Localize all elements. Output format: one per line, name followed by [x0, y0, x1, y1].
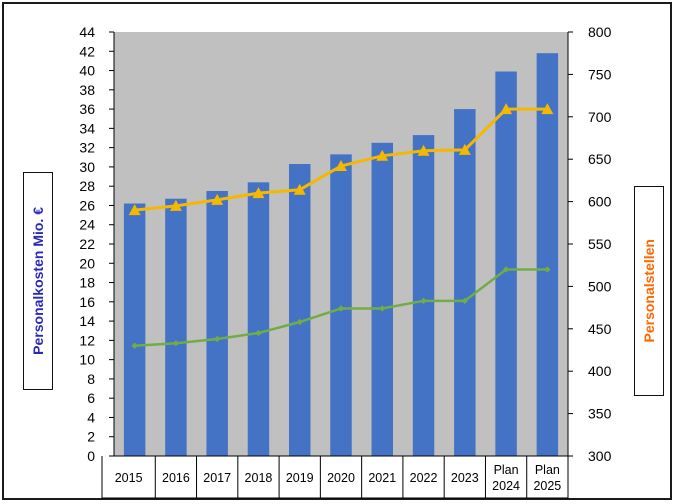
left-tick-label: 40	[79, 63, 95, 79]
category-label: 2015	[115, 471, 143, 485]
right-tick-label: 450	[588, 321, 612, 337]
category-label: Plan	[535, 463, 560, 477]
left-tick-label: 44	[79, 24, 95, 40]
right-tick-label: 500	[588, 278, 612, 294]
left-tick-label: 12	[79, 332, 95, 348]
right-tick-label: 600	[588, 194, 612, 210]
right-tick-label: 750	[588, 66, 612, 82]
triangle-marker-8	[458, 143, 471, 155]
triangle-marker-5	[335, 159, 347, 171]
right-tick-label: 300	[588, 448, 612, 464]
diamond-marker-5	[337, 305, 345, 312]
diamond-marker-2	[213, 335, 221, 343]
category-label: 2025	[533, 479, 561, 493]
bar-3	[247, 182, 270, 456]
right-tick-label: 350	[588, 406, 612, 422]
bar-10	[536, 53, 559, 456]
triangle-marker-4	[293, 183, 306, 195]
left-tick-label: 32	[79, 140, 95, 156]
category-label: 2022	[410, 471, 438, 485]
diamond-marker-10	[544, 266, 551, 273]
left-tick-label: 38	[79, 82, 95, 98]
left-tick-label: 18	[79, 275, 95, 291]
left-tick-label: 28	[79, 178, 95, 194]
right-tick-label: 800	[588, 24, 612, 40]
left-tick-label: 14	[79, 313, 95, 329]
diamond-marker-3	[255, 329, 262, 337]
category-label: 2021	[368, 471, 396, 485]
triangle-marker-0	[128, 204, 141, 216]
bar-9	[495, 71, 517, 456]
category-label: 2017	[203, 471, 231, 485]
diamond-marker-6	[379, 305, 386, 312]
left-tick-label: 10	[79, 352, 95, 368]
triangle-marker-1	[169, 199, 182, 211]
left-axis-title-box: Personalkosten Mio. €	[23, 172, 53, 390]
bar-7	[412, 135, 435, 457]
triangle-marker-10	[541, 103, 554, 115]
left-axis-title: Personalkosten Mio. €	[30, 207, 46, 355]
category-label: 2019	[286, 471, 314, 485]
left-tick-label: 16	[79, 294, 95, 310]
category-label: Plan	[494, 463, 519, 477]
left-tick-label: 4	[87, 409, 95, 425]
category-label: 2023	[451, 471, 479, 485]
right-axis-title: Personalstellen	[641, 239, 657, 343]
bar-8	[454, 109, 476, 456]
left-tick-label: 22	[79, 236, 95, 252]
left-tick-label: 24	[79, 217, 95, 233]
chart-frame: 0 2 4 6 8 10 12 14 16 18 20 22 24 26 28 30 32 34 36 38 40 42 4…	[2, 2, 672, 500]
right-tick-label: 650	[588, 151, 612, 167]
left-tick-label: 42	[79, 43, 95, 59]
right-axis-title-box: Personalstellen	[634, 186, 664, 396]
right-tick-label: 550	[588, 236, 612, 252]
triangle-marker-7	[417, 144, 430, 156]
triangle-marker-6	[376, 149, 389, 161]
diamond-marker-7	[420, 297, 427, 305]
bar-5	[330, 154, 352, 456]
diamond-marker-8	[461, 297, 469, 305]
chart: 0246810121416182022242628303234363840424…	[79, 24, 612, 499]
bar-1	[165, 198, 187, 456]
left-tick-label: 34	[79, 120, 95, 136]
diamond-marker-9	[502, 266, 510, 273]
triangle-marker-2	[211, 193, 224, 205]
bar-0	[123, 203, 146, 456]
category-label: 2016	[162, 471, 190, 485]
right-tick-label: 700	[588, 109, 612, 125]
bar-6	[371, 142, 394, 456]
triangle-marker-9	[500, 103, 513, 115]
left-tick-label: 36	[79, 101, 95, 117]
left-tick-label: 30	[79, 159, 95, 175]
left-tick-label: 8	[87, 371, 95, 387]
bar-4	[288, 164, 311, 456]
category-label: 2024	[492, 479, 520, 493]
triangle-marker-3	[252, 187, 265, 199]
right-tick-label: 400	[588, 363, 612, 379]
category-label: 2018	[245, 471, 273, 485]
left-tick-label: 2	[87, 429, 95, 445]
bar-2	[206, 191, 228, 456]
left-tick-label: 20	[79, 255, 95, 271]
diamond-marker-4	[296, 318, 303, 326]
left-tick-label: 26	[79, 197, 95, 213]
left-tick-label: 0	[87, 448, 95, 464]
category-label: 2020	[327, 471, 355, 485]
left-tick-label: 6	[87, 390, 95, 406]
diamond-marker-0	[131, 342, 138, 349]
diamond-marker-1	[172, 340, 180, 347]
